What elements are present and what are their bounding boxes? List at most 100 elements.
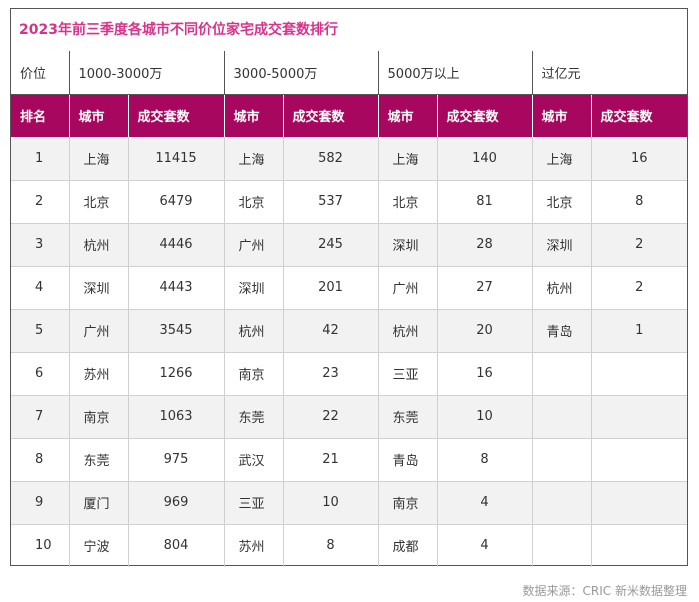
header-city: 城市 — [69, 94, 129, 137]
count-cell: 4446 — [128, 223, 225, 267]
city-cell: 厦门 — [69, 481, 129, 525]
count-cell: 42 — [283, 309, 379, 353]
count-cell: 537 — [283, 180, 379, 224]
count-cell: 804 — [128, 524, 225, 567]
header-count: 成交套数 — [437, 94, 533, 137]
count-cell: 1063 — [128, 395, 225, 439]
header-count: 成交套数 — [591, 94, 688, 137]
city-cell: 三亚 — [378, 352, 438, 396]
count-cell: 1 — [591, 309, 688, 353]
table-body: 价位 1000-3000万 3000-5000万 5000万以上 过亿元 排名 … — [11, 51, 688, 567]
count-cell — [591, 395, 688, 439]
table-row: 4 深圳 4443 深圳 201 广州 27 杭州 2 — [11, 266, 688, 310]
city-cell: 南京 — [224, 352, 284, 396]
count-cell: 975 — [128, 438, 225, 482]
rank-cell: 9 — [11, 481, 70, 525]
count-cell: 4443 — [128, 266, 225, 310]
count-cell: 1266 — [128, 352, 225, 396]
count-cell: 22 — [283, 395, 379, 439]
count-cell: 2 — [591, 266, 688, 310]
header-city: 城市 — [378, 94, 438, 137]
count-cell — [591, 352, 688, 396]
header-count: 成交套数 — [128, 94, 225, 137]
rank-cell: 5 — [11, 309, 70, 353]
city-cell: 北京 — [532, 180, 592, 224]
ranking-table-frame: 2023年前三季度各城市不同价位家宅成交套数排行 价位 1000-3000万 3… — [10, 8, 688, 567]
rank-cell: 8 — [11, 438, 70, 482]
city-cell: 广州 — [224, 223, 284, 267]
count-cell: 582 — [283, 137, 379, 181]
count-cell: 8 — [591, 180, 688, 224]
city-cell: 东莞 — [224, 395, 284, 439]
header-city: 城市 — [224, 94, 284, 137]
count-cell: 16 — [591, 137, 688, 181]
count-cell: 28 — [437, 223, 533, 267]
city-cell: 武汉 — [224, 438, 284, 482]
city-cell: 东莞 — [69, 438, 129, 482]
header-rank: 排名 — [11, 94, 70, 137]
count-cell: 20 — [437, 309, 533, 353]
count-cell: 140 — [437, 137, 533, 181]
city-cell: 南京 — [69, 395, 129, 439]
city-cell: 广州 — [378, 266, 438, 310]
table-row: 9 厦门 969 三亚 10 南京 4 — [11, 481, 688, 525]
city-cell: 广州 — [69, 309, 129, 353]
count-cell: 27 — [437, 266, 533, 310]
count-cell — [591, 481, 688, 525]
price-label: 价位 — [11, 51, 70, 95]
city-cell: 杭州 — [224, 309, 284, 353]
city-cell — [532, 481, 592, 525]
count-cell: 6479 — [128, 180, 225, 224]
city-cell: 苏州 — [224, 524, 284, 567]
count-cell: 23 — [283, 352, 379, 396]
count-cell — [591, 438, 688, 482]
city-cell: 青岛 — [532, 309, 592, 353]
city-cell: 青岛 — [378, 438, 438, 482]
count-cell: 4 — [437, 524, 533, 567]
city-cell — [532, 438, 592, 482]
header-count: 成交套数 — [283, 94, 379, 137]
price-range-over-100m: 过亿元 — [532, 51, 688, 95]
table-row: 8 东莞 975 武汉 21 青岛 8 — [11, 438, 688, 482]
price-range-1000-3000: 1000-3000万 — [69, 51, 225, 95]
table-row: 5 广州 3545 杭州 42 杭州 20 青岛 1 — [11, 309, 688, 353]
city-cell: 上海 — [224, 137, 284, 181]
city-cell: 东莞 — [378, 395, 438, 439]
city-cell: 深圳 — [69, 266, 129, 310]
count-cell: 245 — [283, 223, 379, 267]
count-cell: 10 — [437, 395, 533, 439]
city-cell: 宁波 — [69, 524, 129, 567]
city-cell — [532, 524, 592, 567]
table-row: 10 宁波 804 苏州 8 成都 4 — [11, 524, 687, 567]
count-cell: 8 — [437, 438, 533, 482]
city-cell: 杭州 — [69, 223, 129, 267]
count-cell: 81 — [437, 180, 533, 224]
count-cell: 969 — [128, 481, 225, 525]
count-cell: 16 — [437, 352, 533, 396]
count-cell: 11415 — [128, 137, 225, 181]
city-cell: 杭州 — [378, 309, 438, 353]
city-cell: 北京 — [378, 180, 438, 224]
rank-cell: 1 — [11, 137, 70, 181]
data-source-note: 数据来源：CRIC 新米数据整理 — [522, 584, 687, 598]
city-cell: 北京 — [69, 180, 129, 224]
rank-cell: 4 — [11, 266, 70, 310]
count-cell: 8 — [283, 524, 379, 567]
table-row: 6 苏州 1266 南京 23 三亚 16 — [11, 352, 688, 396]
rank-cell: 10 — [11, 524, 70, 567]
city-cell: 上海 — [532, 137, 592, 181]
count-cell: 2 — [591, 223, 688, 267]
rank-cell: 6 — [11, 352, 70, 396]
count-cell: 3545 — [128, 309, 225, 353]
table-row: 3 杭州 4446 广州 245 深圳 28 深圳 2 — [11, 223, 688, 267]
count-cell: 201 — [283, 266, 379, 310]
price-range-row: 价位 1000-3000万 3000-5000万 5000万以上 过亿元 — [11, 51, 688, 95]
city-cell: 杭州 — [532, 266, 592, 310]
price-range-5000-plus: 5000万以上 — [378, 51, 533, 95]
city-cell: 苏州 — [69, 352, 129, 396]
count-cell: 10 — [283, 481, 379, 525]
rank-cell: 3 — [11, 223, 70, 267]
city-cell: 上海 — [69, 137, 129, 181]
header-city: 城市 — [532, 94, 592, 137]
rank-cell: 7 — [11, 395, 70, 439]
